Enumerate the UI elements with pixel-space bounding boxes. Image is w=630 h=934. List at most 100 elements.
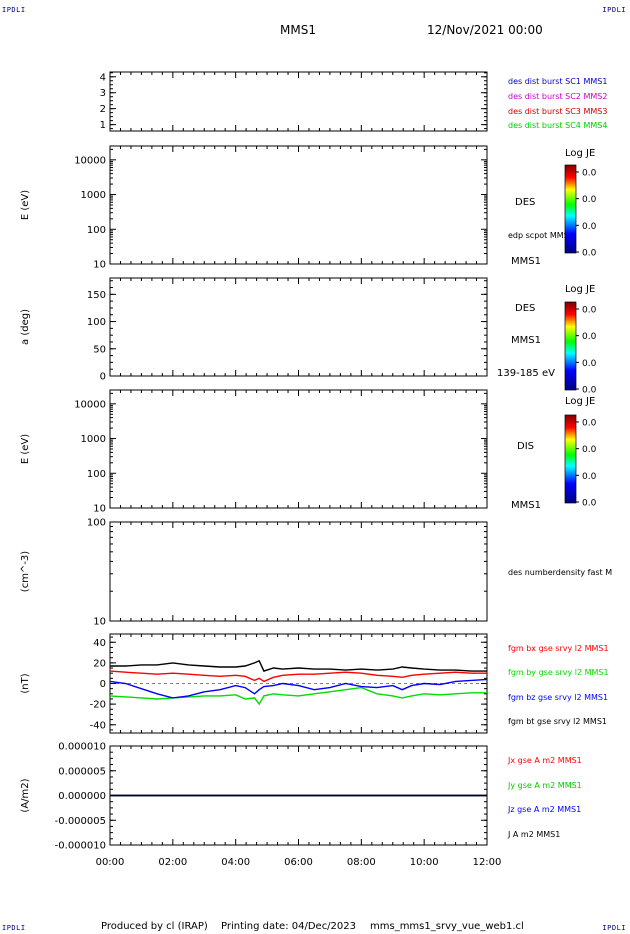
y-tick-label: 10 xyxy=(93,260,106,271)
y-tick-label: 1000 xyxy=(81,434,106,445)
y-axis-label: a (deg) xyxy=(20,309,31,345)
legend-entry: des numberdensity fast M xyxy=(508,568,612,577)
corner-watermark-bottom-left: IPDLI xyxy=(2,924,26,932)
colorbar-tick-label: 0.0 xyxy=(582,169,597,179)
panel-des_pitch: 0 50 100 150 a (deg) DES MMS1 139-185 eV Log JE 0… xyxy=(20,277,597,396)
y-tick-label: 50 xyxy=(93,344,106,355)
y-axis-label: E (eV) xyxy=(20,190,31,220)
y-axis-label: (nT) xyxy=(20,673,31,693)
panel-frame xyxy=(109,71,488,132)
legend-entry: des dist burst SC3 MMS3 xyxy=(508,107,607,116)
panel-side-label: DES xyxy=(515,197,535,208)
colorbar xyxy=(564,164,577,254)
y-tick-label: 1 xyxy=(100,120,106,131)
footer-produced-by: Produced by cl (IRAP) xyxy=(101,921,208,932)
time-tick-label: 00:00 xyxy=(96,857,125,868)
colorbar-tick-label: 0.0 xyxy=(582,249,597,259)
y-axis-label: (cm^-3) xyxy=(20,551,31,592)
footer-filename: mms_mms1_srvy_vue_web1.cl xyxy=(370,921,524,932)
panel-side-label: DIS xyxy=(517,441,534,452)
colorbar xyxy=(564,414,577,504)
colorbar-tick-label: 0.0 xyxy=(582,306,597,316)
colorbar-tick-label: 0.0 xyxy=(582,195,597,205)
time-tick-label: 12:00 xyxy=(473,857,502,868)
y-tick-label: 100 xyxy=(87,518,106,529)
spacecraft-title: MMS1 xyxy=(280,23,316,37)
y-tick-label: 10 xyxy=(93,617,106,628)
y-tick-label: 100 xyxy=(87,225,106,236)
legend-entry: des dist burst SC4 MMS4 xyxy=(508,121,607,130)
y-axis-label: E (eV) xyxy=(20,434,31,464)
legend-entry: fgm bt gse srvy l2 MMS1 xyxy=(508,717,607,726)
legend-entry: des dist burst SC1 MMS1 xyxy=(508,77,607,86)
legend-entry: fgm bx gse srvy l2 MMS1 xyxy=(508,644,609,653)
y-tick-label: 10 xyxy=(93,504,106,515)
corner-watermark-top-left: IPDLI xyxy=(2,6,26,14)
y-tick-label: -20 xyxy=(90,700,106,711)
y-tick-label: 0.000010 xyxy=(58,742,106,753)
y-axis-label: (A/m2) xyxy=(20,778,31,812)
legend-entry: des dist burst SC2 MMS2 xyxy=(508,92,607,101)
colorbar-tick-label: 0.0 xyxy=(582,499,597,509)
colorbar-title: Log JE xyxy=(565,396,595,407)
panel-side-label: edp scpot MMS1 xyxy=(508,231,574,240)
series-line xyxy=(109,678,488,699)
colorbar-tick-label: 0.0 xyxy=(582,359,597,369)
panel-fgm: -40 -20 0 20 40 (nT) fgm bx gse srvy l2 MMS1 fg… xyxy=(20,633,609,734)
colorbar-title: Log JE xyxy=(565,284,595,295)
y-tick-label: 10000 xyxy=(74,155,106,166)
y-tick-label: 20 xyxy=(93,658,106,669)
time-tick-label: 10:00 xyxy=(410,857,439,868)
date-title: 12/Nov/2021 00:00 xyxy=(427,23,543,37)
y-tick-label: -40 xyxy=(90,720,106,731)
time-tick-label: 06:00 xyxy=(284,857,313,868)
colorbar-tick-label: 0.0 xyxy=(582,445,597,455)
legend-entry: Jy gse A m2 MMS1 xyxy=(507,781,582,790)
legend-entry: Jx gse A m2 MMS1 xyxy=(507,756,582,765)
panel-current: -0.000010 -0.000005 0.000000 0.000005 0.0000… xyxy=(20,742,582,852)
corner-watermark-bottom-right: IPDLI xyxy=(602,924,626,932)
y-tick-label: 100 xyxy=(87,469,106,480)
panel-frame xyxy=(109,521,488,622)
y-tick-label: 0 xyxy=(100,679,106,690)
y-tick-label: 40 xyxy=(93,638,106,649)
y-tick-label: 0.000000 xyxy=(58,791,106,802)
colorbar-tick-label: 0.0 xyxy=(582,419,597,429)
colorbar-tick-label: 0.0 xyxy=(582,386,597,396)
y-tick-label: -0.000010 xyxy=(55,841,106,852)
y-tick-label: 2 xyxy=(100,104,106,115)
legend-entry: Jz gse A m2 MMS1 xyxy=(507,805,581,814)
series-line xyxy=(110,659,487,672)
colorbar-tick-label: 0.0 xyxy=(582,472,597,482)
y-tick-label: 1000 xyxy=(81,190,106,201)
panel-frame xyxy=(109,389,488,509)
y-tick-label: 0 xyxy=(100,372,106,383)
time-tick-label: 02:00 xyxy=(158,857,187,868)
panel-frame xyxy=(109,145,488,265)
colorbar-tick-label: 0.0 xyxy=(582,222,597,232)
colorbar-title: Log JE xyxy=(565,148,595,159)
panel-side-label: 139-185 eV xyxy=(497,368,555,379)
panel-des_energy: 10 100 1000 10000 E (eV) DES edp scpot MMS1 MMS… xyxy=(20,145,597,271)
panel-side-label: MMS1 xyxy=(511,256,541,267)
legend-entry: fgm bz gse srvy l2 MMS1 xyxy=(508,693,608,702)
panel-side-label: MMS1 xyxy=(511,335,541,346)
panel-side-label: MMS1 xyxy=(511,500,541,511)
footer-printing-date: Printing date: 04/Dec/2023 xyxy=(221,921,356,932)
y-tick-label: 10000 xyxy=(74,399,106,410)
y-tick-label: 100 xyxy=(87,317,106,328)
time-tick-label: 08:00 xyxy=(347,857,376,868)
legend-entry: fgm by gse srvy l2 MMS1 xyxy=(508,668,609,677)
series-line xyxy=(109,670,487,683)
panel-frame xyxy=(109,277,488,377)
corner-watermark-top-right: IPDLI xyxy=(602,6,626,14)
panel-density: 10 100 (cm^-3) des numberdensity fast M xyxy=(20,518,612,628)
y-tick-label: 3 xyxy=(100,88,106,99)
panel-burst: 1 2 3 4 des dist burst SC1 MMS1 des dist burs… xyxy=(100,71,607,132)
colorbar xyxy=(564,301,577,391)
panel-side-label: DES xyxy=(515,303,535,314)
y-tick-label: -0.000005 xyxy=(55,816,106,827)
colorbar-tick-label: 0.0 xyxy=(582,332,597,342)
